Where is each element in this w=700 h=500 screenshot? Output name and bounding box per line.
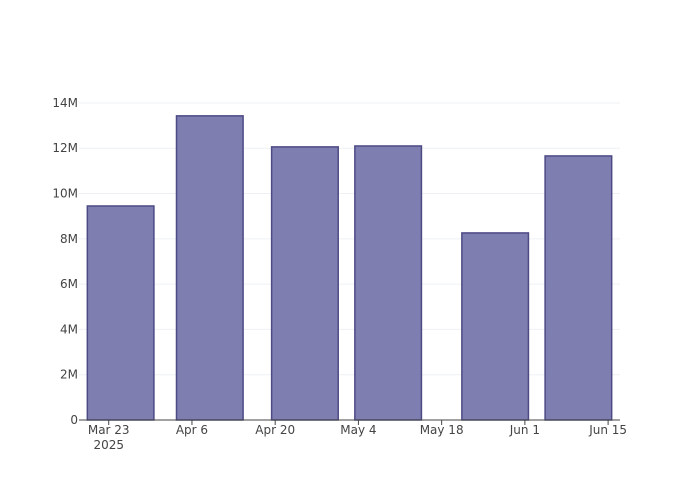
bar — [544, 155, 613, 421]
y-tick-label: 14M — [52, 96, 78, 110]
x-tick-label-line: 2025 — [93, 438, 124, 452]
bar — [461, 232, 530, 421]
bar — [86, 205, 155, 421]
x-tick-label: May 18 — [420, 423, 464, 437]
y-tick-label: 12M — [52, 141, 78, 155]
x-tick-label: Mar 23 2025 — [88, 423, 130, 452]
x-tick-label: May 4 — [340, 423, 376, 437]
x-tick-label-line: Apr 6 — [176, 423, 208, 437]
x-tick-label: Apr 6 — [176, 423, 208, 437]
x-tick-label-line: Jun 1 — [509, 423, 540, 437]
bar — [175, 115, 244, 421]
x-tick-label-line: May 18 — [420, 423, 464, 437]
y-tick-label: 4M — [60, 322, 78, 336]
x-tick-label-line: Jun 15 — [588, 423, 627, 437]
y-tick-label: 6M — [60, 277, 78, 291]
x-tick-label: Jun 1 — [509, 423, 540, 437]
x-tick-label-line: Mar 23 — [88, 423, 130, 437]
bar — [354, 145, 423, 421]
y-tick-label: 2M — [60, 368, 78, 382]
x-tick-label: Apr 20 — [255, 423, 295, 437]
y-tick-label: 10M — [52, 187, 78, 201]
x-tick-label-line: May 4 — [340, 423, 376, 437]
x-tick-label-line: Apr 20 — [255, 423, 295, 437]
y-tick-label: 8M — [60, 232, 78, 246]
bar — [270, 146, 339, 421]
y-tick-label: 0 — [70, 413, 78, 427]
x-tick-label: Jun 15 — [588, 423, 627, 437]
